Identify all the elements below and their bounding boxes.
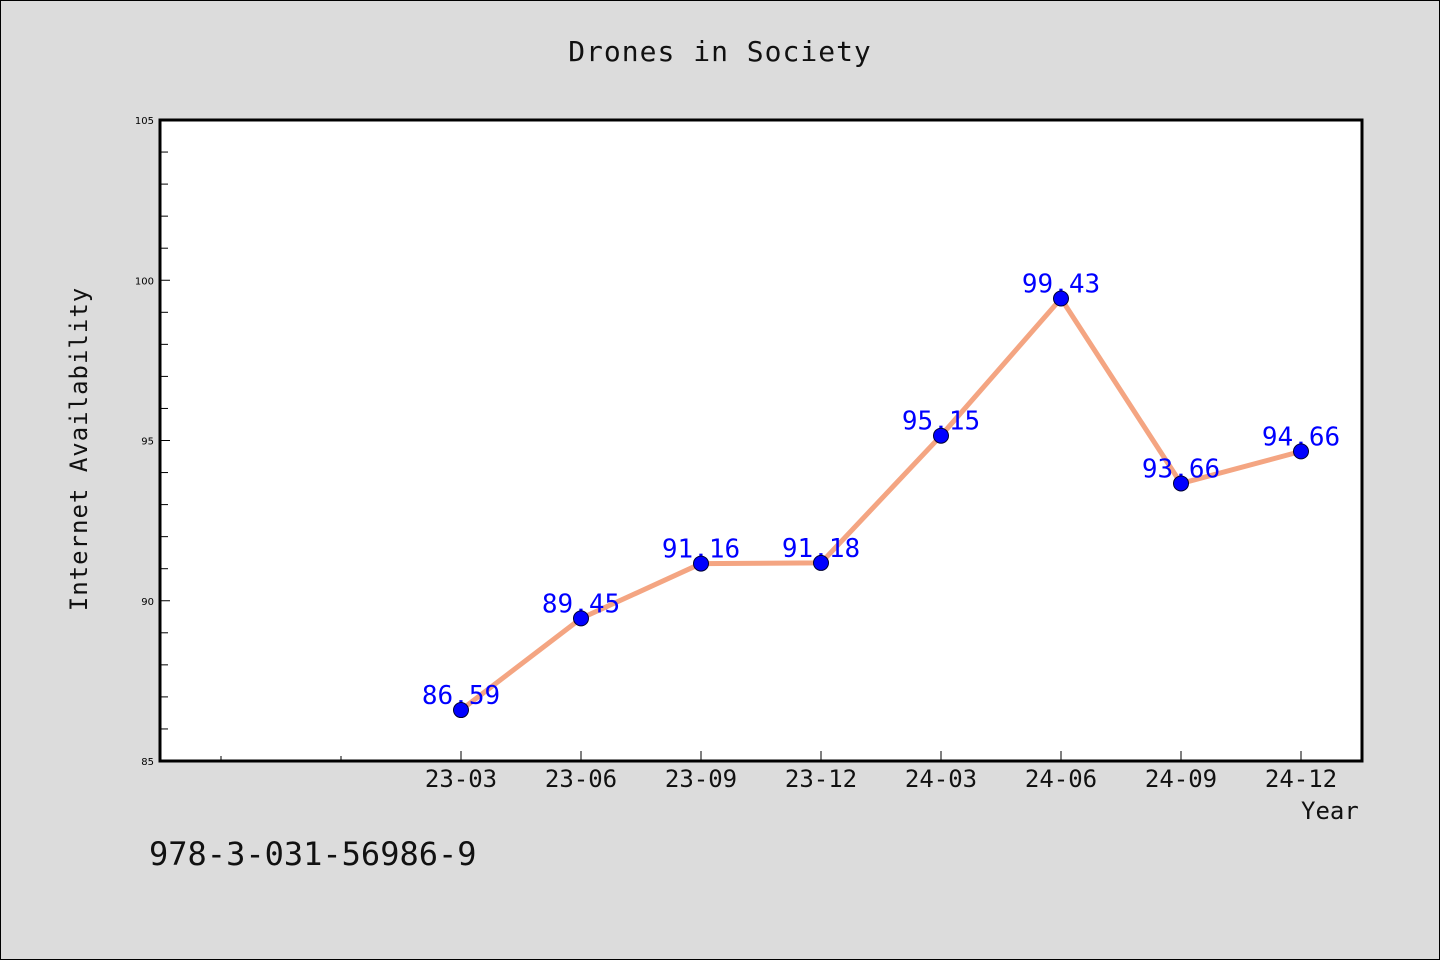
series-markers xyxy=(453,290,1309,719)
x-tick-label: 24-06 xyxy=(1025,765,1097,793)
data-point xyxy=(573,610,589,627)
x-tick-label: 24-09 xyxy=(1145,765,1217,793)
data-point xyxy=(813,554,829,571)
y-tick-label: 95 xyxy=(141,437,154,448)
data-point xyxy=(453,702,469,719)
x-axis-label: Year xyxy=(1301,797,1359,825)
data-point xyxy=(693,555,709,572)
x-tick-label: 24-12 xyxy=(1265,765,1337,793)
x-tick-label: 23-12 xyxy=(785,765,857,793)
y-tick-label: 100 xyxy=(135,276,154,287)
chart-title: Drones in Society xyxy=(568,35,872,68)
x-tick-label: 23-06 xyxy=(545,765,617,793)
x-tick-label: 23-09 xyxy=(665,765,737,793)
series-line xyxy=(459,296,1302,713)
data-point xyxy=(1173,475,1189,492)
y-tick-label: 85 xyxy=(141,757,154,768)
x-tick-label: 24-03 xyxy=(905,765,977,793)
data-point xyxy=(1293,443,1309,460)
y-tick-label: 90 xyxy=(141,597,154,608)
x-axis-ticks: 23-03 23-06 23-09 23-12 24-03 24-06 24-09 24-12 xyxy=(220,751,1337,793)
y-tick-label: 105 xyxy=(135,116,154,127)
plot-area xyxy=(158,118,1364,763)
data-point xyxy=(1053,290,1069,307)
isbn-footer: 978-3-031-56986-9 xyxy=(149,835,477,873)
y-axis-ticks: 85 90 95 100 105 xyxy=(135,116,170,768)
x-tick-label: 23-03 xyxy=(425,765,497,793)
data-point xyxy=(933,427,949,444)
